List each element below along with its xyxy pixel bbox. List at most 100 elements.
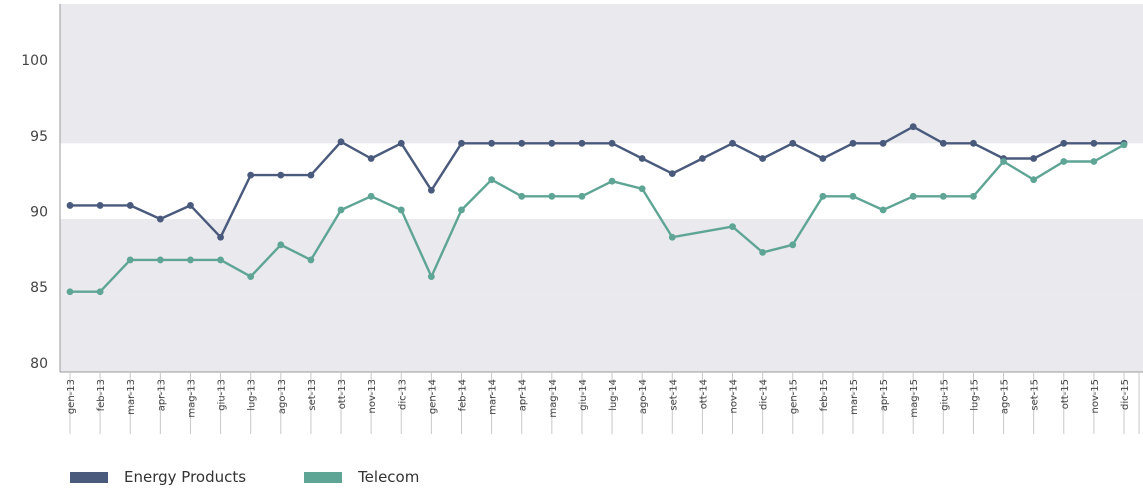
- data-point-telecom: [759, 248, 767, 256]
- x-tick-label: mar-15: [849, 379, 860, 415]
- x-tick-label: ago-13: [277, 379, 288, 414]
- data-point-telecom: [668, 233, 676, 241]
- x-tick-label: ago-14: [638, 379, 649, 414]
- data-point-telecom: [156, 256, 164, 264]
- data-point-telecom: [1120, 141, 1128, 149]
- data-point-energy-products: [849, 139, 857, 147]
- x-tick-label: set-15: [1030, 379, 1041, 411]
- x-tick-label: lug-14: [608, 379, 619, 411]
- data-point-energy-products: [1090, 139, 1098, 147]
- data-point-telecom: [548, 192, 556, 200]
- data-point-energy-products: [126, 202, 134, 209]
- data-point-energy-products: [759, 155, 767, 162]
- data-point-telecom: [849, 192, 857, 200]
- data-point-energy-products: [548, 139, 556, 147]
- legend-swatch-energy-products: [70, 471, 108, 483]
- x-tick-label: gen-14: [427, 379, 438, 414]
- data-point-energy-products: [307, 171, 315, 179]
- data-point-telecom: [397, 206, 405, 214]
- data-point-telecom: [1000, 158, 1007, 165]
- x-tick-label: gen-13: [66, 379, 77, 414]
- data-point-energy-products: [367, 155, 375, 162]
- background-band: [60, 294, 1143, 372]
- x-tick-label: mag-15: [909, 379, 920, 418]
- x-tick-label: feb-14: [457, 379, 468, 411]
- data-point-energy-products: [217, 233, 224, 241]
- background-band: [60, 219, 1143, 295]
- x-tick-label: mag-13: [186, 379, 197, 418]
- x-tick-label: nov-15: [1090, 379, 1101, 413]
- data-point-telecom: [578, 192, 586, 200]
- data-point-energy-products: [729, 139, 736, 147]
- data-point-telecom: [307, 256, 315, 264]
- x-tick-label: giu-15: [939, 379, 950, 411]
- data-point-energy-products: [427, 186, 435, 194]
- data-point-telecom: [608, 177, 616, 185]
- x-tick-label: ott-14: [698, 379, 709, 409]
- data-point-energy-products: [458, 139, 465, 147]
- x-tick-label: nov-13: [367, 379, 378, 413]
- y-tick-label: 90: [30, 204, 48, 220]
- data-point-telecom: [367, 192, 375, 200]
- x-tick-label: apr-15: [879, 379, 890, 411]
- data-point-energy-products: [939, 139, 947, 147]
- data-point-telecom: [1030, 176, 1038, 184]
- data-point-energy-products: [1060, 139, 1068, 147]
- data-point-energy-products: [668, 170, 676, 178]
- data-point-telecom: [1060, 158, 1068, 165]
- x-tick-label: ago-15: [1000, 379, 1011, 414]
- data-point-telecom: [337, 206, 345, 214]
- x-tick-label: ott-15: [1060, 379, 1071, 409]
- x-tick-label: ott-13: [337, 379, 348, 409]
- legend-label-energy-products: Energy Products: [124, 468, 247, 486]
- data-point-energy-products: [699, 155, 706, 162]
- data-point-energy-products: [789, 139, 797, 147]
- data-point-energy-products: [187, 202, 194, 209]
- data-point-telecom: [789, 241, 797, 249]
- data-point-energy-products: [608, 139, 616, 147]
- data-point-energy-products: [1030, 155, 1038, 162]
- data-point-telecom: [819, 192, 827, 200]
- x-tick-label: lug-15: [969, 379, 980, 411]
- data-point-telecom: [66, 288, 74, 296]
- data-point-telecom: [638, 185, 646, 193]
- data-point-telecom: [126, 256, 134, 264]
- x-tick-label: giu-13: [217, 379, 228, 411]
- legend-swatch-telecom: [304, 471, 343, 483]
- data-point-telecom: [247, 273, 255, 280]
- data-point-telecom: [970, 192, 977, 200]
- data-point-energy-products: [66, 202, 74, 209]
- y-tick-label: 85: [30, 280, 48, 296]
- data-point-energy-products: [337, 138, 345, 146]
- data-point-telecom: [488, 176, 495, 184]
- x-tick-label: set-13: [307, 379, 318, 411]
- background-band: [60, 4, 1143, 144]
- x-tick-label: feb-13: [96, 379, 107, 411]
- data-point-telecom: [879, 206, 887, 214]
- y-tick-label: 95: [30, 129, 48, 145]
- data-point-telecom: [909, 192, 917, 200]
- data-point-telecom: [729, 223, 736, 231]
- legend-item-telecom: Telecom: [304, 468, 419, 486]
- data-point-energy-products: [879, 139, 887, 147]
- x-tick-label: feb-15: [819, 379, 830, 411]
- data-point-energy-products: [819, 155, 827, 162]
- data-point-telecom: [1090, 158, 1098, 165]
- data-point-energy-products: [578, 139, 586, 147]
- x-tick-label: dic-15: [1120, 379, 1131, 410]
- x-tick-label: apr-14: [518, 379, 529, 411]
- data-point-telecom: [458, 206, 465, 214]
- x-tick-label: apr-13: [156, 379, 167, 411]
- data-point-energy-products: [638, 155, 646, 162]
- series-line-energy-products: [70, 125, 1124, 239]
- x-tick-label: dic-13: [397, 379, 408, 410]
- y-tick-label: 100: [21, 53, 48, 69]
- x-tick-label: giu-14: [578, 379, 589, 411]
- data-point-energy-products: [518, 139, 526, 147]
- data-point-energy-products: [488, 139, 495, 147]
- legend-item-energy-products: Energy Products: [70, 468, 246, 486]
- x-tick-label: dic-14: [759, 379, 770, 410]
- data-point-energy-products: [909, 123, 917, 131]
